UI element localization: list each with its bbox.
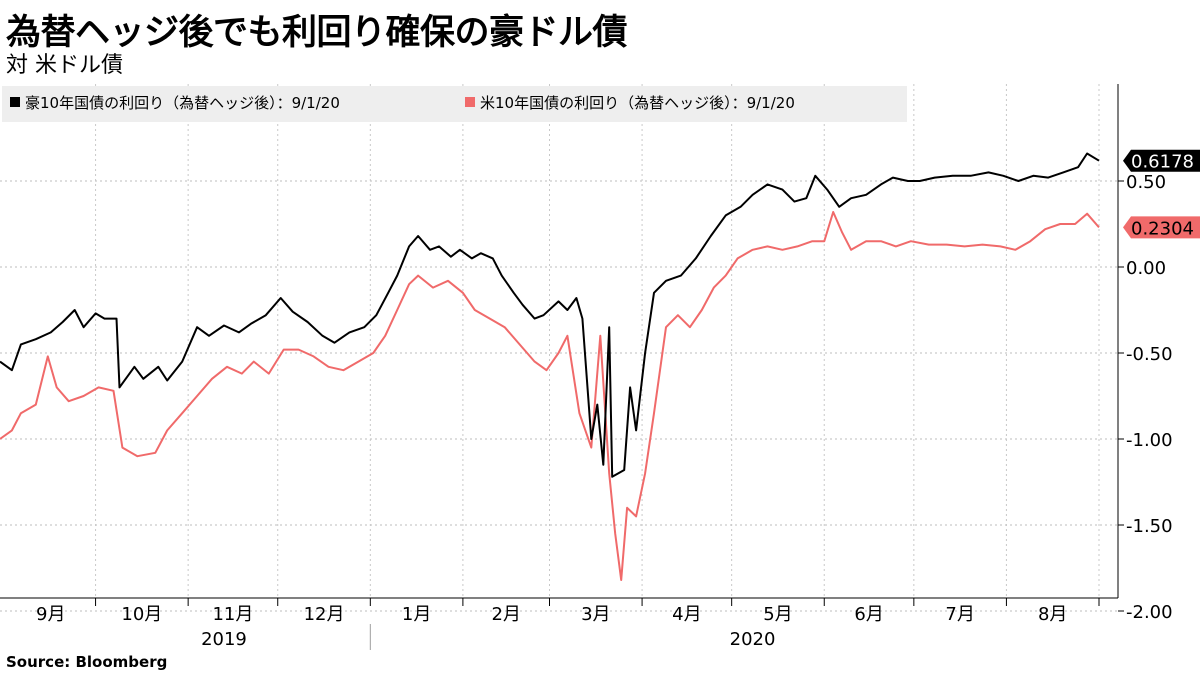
legend-label: 豪10年国債の利回り（為替ヘッジ後）：9/1/20 bbox=[25, 94, 340, 112]
x-month-label: 11月 bbox=[212, 604, 253, 625]
last-value-labels: 0.6178 0.2304 bbox=[1123, 149, 1200, 239]
chart-subtitle: 対 米ドル債 bbox=[6, 53, 123, 78]
last-value-callout: 0.6178 bbox=[1123, 149, 1200, 173]
x-month-label: 4月 bbox=[672, 604, 701, 625]
x-month-label: 6月 bbox=[854, 604, 883, 625]
legend-swatch bbox=[465, 97, 475, 107]
x-month-label: 3月 bbox=[581, 604, 610, 625]
legend: 豪10年国債の利回り（為替ヘッジ後）：9/1/20 米10年国債の利回り（為替ヘッ… bbox=[2, 86, 907, 122]
series-line bbox=[0, 211, 1100, 581]
series-line bbox=[0, 152, 1100, 478]
y-tick-label: -1.50 bbox=[1126, 516, 1173, 537]
x-month-label: 8月 bbox=[1038, 604, 1067, 625]
x-month-label: 9月 bbox=[36, 604, 65, 625]
x-year-label: 2019 bbox=[201, 629, 247, 650]
axes: -2.00 -1.50 -1.00 -0.50 0.00 0.50 9月 10月 11月 12月 1… bbox=[0, 84, 1173, 650]
x-month-label: 7月 bbox=[945, 604, 974, 625]
y-tick-label: -2.00 bbox=[1126, 602, 1173, 623]
last-value-label: 0.6178 bbox=[1131, 152, 1194, 173]
last-value-callout: 0.2304 bbox=[1123, 216, 1200, 239]
x-year-label: 2020 bbox=[730, 629, 776, 650]
y-tick-label: -0.50 bbox=[1126, 344, 1173, 365]
x-month-label: 10月 bbox=[121, 604, 162, 625]
legend-background bbox=[2, 86, 907, 122]
y-tick-label: 0.00 bbox=[1126, 258, 1166, 279]
last-value-tag bbox=[1123, 216, 1200, 239]
legend-swatch bbox=[10, 97, 20, 107]
series-lines bbox=[0, 152, 1100, 581]
chart-title: 為替ヘッジ後でも利回り確保の豪ドル債 bbox=[6, 13, 628, 53]
x-month-label: 12月 bbox=[304, 604, 345, 625]
y-tick-label: 0.50 bbox=[1126, 172, 1166, 193]
last-value-tag bbox=[1123, 149, 1200, 172]
last-value-label: 0.2304 bbox=[1131, 218, 1194, 239]
x-month-label: 1月 bbox=[402, 604, 431, 625]
legend-label: 米10年国債の利回り（為替ヘッジ後）：9/1/20 bbox=[480, 94, 795, 112]
y-tick-label: -1.00 bbox=[1126, 430, 1173, 451]
x-month-label: 2月 bbox=[491, 604, 520, 625]
source-note: Source: Bloomberg bbox=[6, 653, 168, 671]
grid-lines bbox=[0, 84, 1118, 612]
x-month-label: 5月 bbox=[763, 604, 792, 625]
